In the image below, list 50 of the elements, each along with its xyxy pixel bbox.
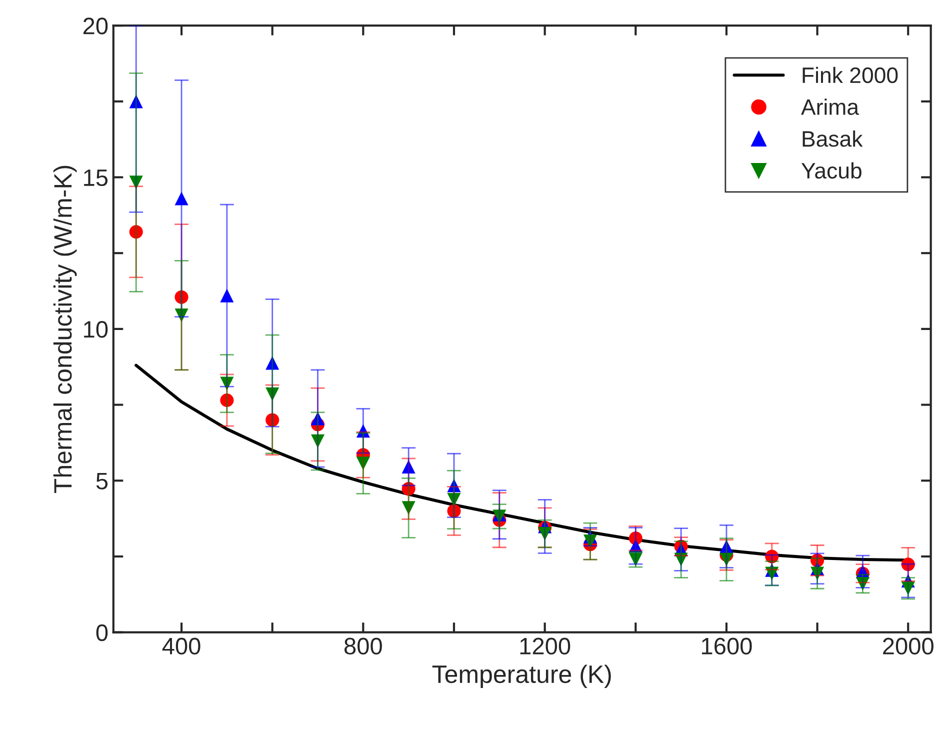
point — [447, 478, 461, 492]
point — [856, 577, 870, 591]
point — [174, 290, 188, 304]
point — [674, 552, 688, 566]
point — [720, 552, 734, 566]
point — [628, 539, 642, 553]
point — [628, 552, 642, 566]
legend-label: Yacub — [801, 162, 862, 179]
x-tick-label: 400 — [162, 638, 200, 655]
point — [402, 482, 416, 496]
y-axis-title: Thermal conductivity (W/m-K) — [53, 166, 77, 493]
point — [447, 492, 461, 507]
y-tick-label: 10 — [84, 321, 108, 338]
point — [765, 550, 779, 564]
point — [901, 558, 915, 572]
legend-label: Basak — [802, 130, 863, 147]
point — [266, 387, 280, 401]
legend-label: Fink 2000 — [802, 66, 898, 84]
point — [220, 376, 234, 390]
y-tick-label: 15 — [84, 170, 108, 186]
point — [310, 434, 325, 448]
point — [220, 393, 234, 408]
point — [447, 504, 461, 518]
y-tick-label: 5 — [96, 472, 108, 490]
point — [174, 308, 188, 322]
point — [129, 225, 143, 239]
point — [538, 526, 552, 540]
legend-label: Arima — [801, 98, 860, 115]
point — [310, 412, 325, 426]
point — [129, 176, 143, 190]
point — [356, 456, 370, 470]
x-tick-label: 1600 — [702, 638, 752, 655]
point — [402, 501, 416, 515]
point — [356, 424, 370, 438]
point — [174, 192, 188, 206]
point — [129, 94, 143, 108]
point — [810, 566, 824, 580]
point — [266, 413, 280, 427]
y-tick-label: 20 — [83, 18, 108, 34]
x-tick-label: 800 — [344, 638, 382, 655]
point — [220, 288, 234, 302]
point — [266, 356, 280, 370]
x-tick-label: 1200 — [520, 638, 570, 655]
x-axis-title: Temperature (K) — [432, 664, 611, 688]
y-tick-label: 0 — [96, 624, 108, 642]
point — [402, 460, 416, 474]
point — [901, 582, 915, 596]
point — [583, 534, 597, 548]
x-tick-label: 2000 — [883, 638, 934, 655]
point — [765, 566, 779, 580]
